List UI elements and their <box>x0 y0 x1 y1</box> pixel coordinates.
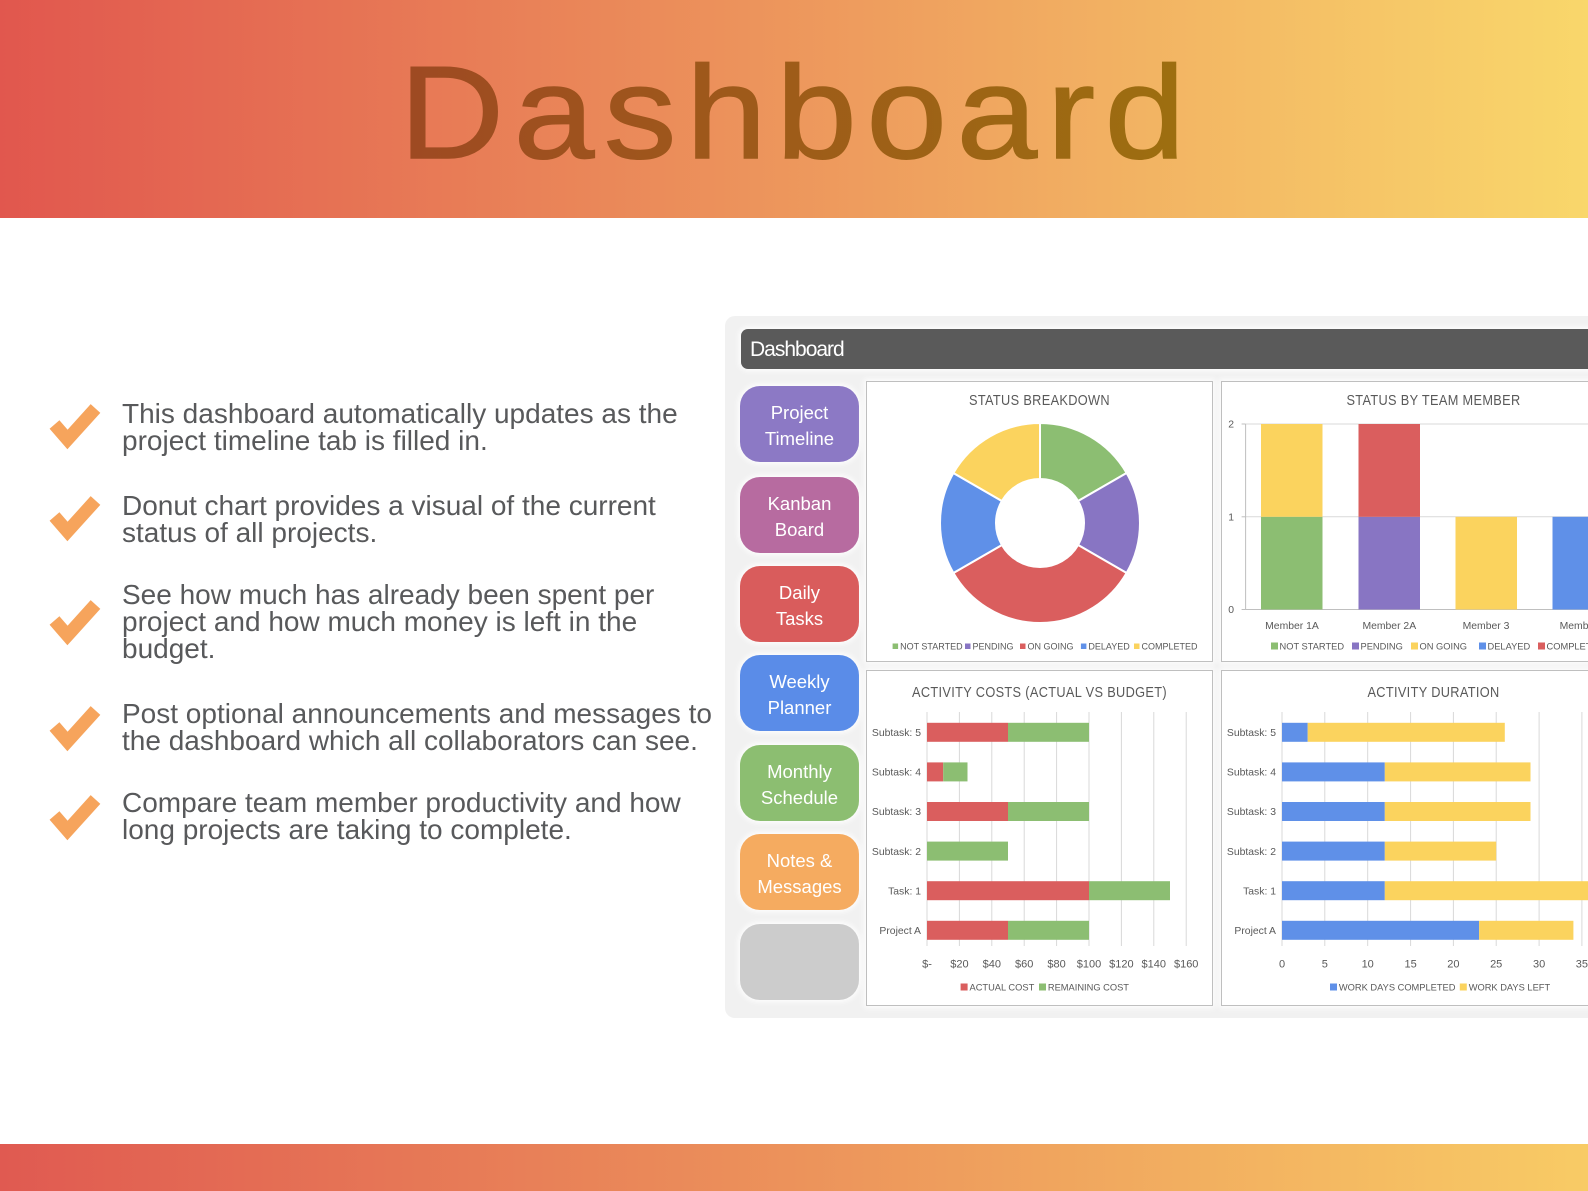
svg-text:30: 30 <box>1533 959 1545 971</box>
svg-text:0: 0 <box>1279 959 1285 971</box>
svg-text:Member 4: Member 4 <box>1560 621 1588 632</box>
svg-text:0: 0 <box>1228 605 1234 616</box>
svg-text:Dashboard: Dashboard <box>399 39 1194 186</box>
svg-text:DELAYED: DELAYED <box>1088 642 1130 652</box>
svg-text:Subtask: 2: Subtask: 2 <box>1227 847 1276 858</box>
svg-text:Subtask: 5: Subtask: 5 <box>1227 728 1276 739</box>
svg-text:Subtask: 3: Subtask: 3 <box>1227 807 1276 818</box>
svg-text:25: 25 <box>1490 959 1502 971</box>
svg-text:PENDING: PENDING <box>973 642 1014 652</box>
svg-text:WORK DAYS COMPLETED: WORK DAYS COMPLETED <box>1339 983 1456 993</box>
svg-text:DELAYED: DELAYED <box>1488 642 1531 652</box>
svg-text:Subtask: 4: Subtask: 4 <box>1227 768 1276 779</box>
svg-text:20: 20 <box>1447 959 1459 971</box>
svg-text:35: 35 <box>1576 959 1588 971</box>
svg-text:Member 1A: Member 1A <box>1265 621 1319 632</box>
svg-text:Member 3: Member 3 <box>1463 621 1510 632</box>
svg-text:5: 5 <box>1322 959 1328 971</box>
svg-text:ON GOING: ON GOING <box>1420 642 1468 652</box>
svg-text:$140: $140 <box>1142 959 1166 971</box>
svg-text:$120: $120 <box>1109 959 1133 971</box>
svg-text:10: 10 <box>1362 959 1374 971</box>
svg-text:Project A: Project A <box>879 926 921 937</box>
svg-text:PENDING: PENDING <box>1361 642 1403 652</box>
svg-text:$20: $20 <box>950 959 968 971</box>
svg-text:NOT STARTED: NOT STARTED <box>900 642 963 652</box>
svg-text:Subtask: 5: Subtask: 5 <box>872 728 921 739</box>
svg-text:WORK DAYS LEFT: WORK DAYS LEFT <box>1469 983 1551 993</box>
svg-text:Subtask: 2: Subtask: 2 <box>872 847 921 858</box>
svg-text:Task: 1: Task: 1 <box>888 886 921 897</box>
svg-text:$80: $80 <box>1047 959 1065 971</box>
svg-text:Task: 1: Task: 1 <box>1243 886 1276 897</box>
svg-text:$60: $60 <box>1015 959 1033 971</box>
svg-text:Subtask: 3: Subtask: 3 <box>872 807 921 818</box>
svg-text:$40: $40 <box>983 959 1001 971</box>
svg-text:2: 2 <box>1228 420 1234 431</box>
svg-text:NOT STARTED: NOT STARTED <box>1280 642 1345 652</box>
svg-text:$-: $- <box>922 959 932 971</box>
svg-text:ON GOING: ON GOING <box>1028 642 1074 652</box>
svg-text:Project A: Project A <box>1234 926 1276 937</box>
svg-text:15: 15 <box>1404 959 1416 971</box>
svg-text:$100: $100 <box>1077 959 1101 971</box>
svg-text:REMAINING COST: REMAINING COST <box>1048 983 1129 993</box>
svg-text:$160: $160 <box>1174 959 1198 971</box>
svg-text:COMPLETED: COMPLETED <box>1142 642 1199 652</box>
svg-text:Subtask: 4: Subtask: 4 <box>872 768 921 779</box>
svg-text:Member 2A: Member 2A <box>1362 621 1416 632</box>
svg-text:COMPLETED: COMPLETED <box>1547 642 1588 652</box>
svg-text:ACTUAL COST: ACTUAL COST <box>970 983 1035 993</box>
svg-text:1: 1 <box>1228 512 1234 523</box>
